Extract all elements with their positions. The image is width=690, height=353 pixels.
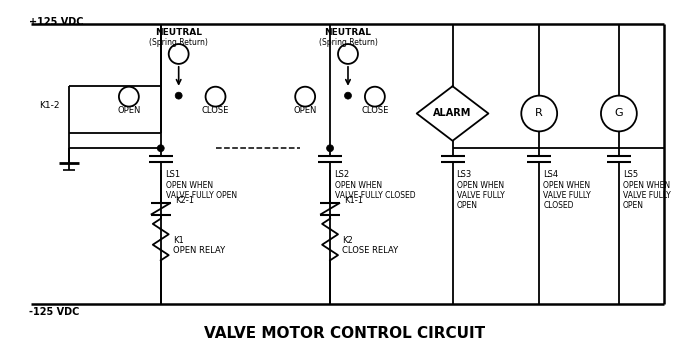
Text: OPEN: OPEN <box>457 201 477 210</box>
Text: CLOSE: CLOSE <box>202 106 229 115</box>
Text: (Spring Return): (Spring Return) <box>319 37 377 47</box>
Text: OPEN: OPEN <box>117 106 141 115</box>
Text: K1-2: K1-2 <box>39 101 59 110</box>
Text: ALARM: ALARM <box>433 108 472 119</box>
Text: OPEN WHEN: OPEN WHEN <box>623 181 670 190</box>
Text: VALVE FULLY CLOSED: VALVE FULLY CLOSED <box>335 191 415 201</box>
Text: VALVE FULLY: VALVE FULLY <box>623 191 671 201</box>
Text: +125 VDC: +125 VDC <box>29 17 83 27</box>
Text: LS5: LS5 <box>623 169 638 179</box>
Text: (Spring Return): (Spring Return) <box>149 37 208 47</box>
Circle shape <box>344 92 351 99</box>
Text: K1: K1 <box>172 236 184 245</box>
Text: VALVE MOTOR CONTROL CIRCUIT: VALVE MOTOR CONTROL CIRCUIT <box>204 326 486 341</box>
Text: -125 VDC: -125 VDC <box>29 307 79 317</box>
Text: K1-1: K1-1 <box>344 196 363 205</box>
Text: CLOSE RELAY: CLOSE RELAY <box>342 246 398 255</box>
Text: OPEN: OPEN <box>623 201 644 210</box>
Text: OPEN WHEN: OPEN WHEN <box>166 181 213 190</box>
Text: CLOSE: CLOSE <box>361 106 388 115</box>
Text: LS3: LS3 <box>457 169 472 179</box>
Text: VALVE FULLY: VALVE FULLY <box>543 191 591 201</box>
Text: OPEN WHEN: OPEN WHEN <box>335 181 382 190</box>
Text: OPEN WHEN: OPEN WHEN <box>543 181 591 190</box>
Text: NEUTRAL: NEUTRAL <box>324 28 371 37</box>
Text: K2: K2 <box>342 236 353 245</box>
Text: VALVE FULLY OPEN: VALVE FULLY OPEN <box>166 191 237 201</box>
Text: CLOSED: CLOSED <box>543 201 573 210</box>
Text: OPEN: OPEN <box>293 106 317 115</box>
Text: R: R <box>535 108 543 119</box>
Circle shape <box>157 145 164 152</box>
Text: LS1: LS1 <box>165 169 180 179</box>
Text: NEUTRAL: NEUTRAL <box>155 28 202 37</box>
Circle shape <box>175 92 182 99</box>
Circle shape <box>326 145 333 152</box>
Text: K2-1: K2-1 <box>175 196 194 205</box>
Text: G: G <box>615 108 623 119</box>
Text: LS2: LS2 <box>334 169 349 179</box>
Text: LS4: LS4 <box>543 169 558 179</box>
Text: OPEN RELAY: OPEN RELAY <box>172 246 225 255</box>
Text: VALVE FULLY: VALVE FULLY <box>457 191 504 201</box>
Text: OPEN WHEN: OPEN WHEN <box>457 181 504 190</box>
